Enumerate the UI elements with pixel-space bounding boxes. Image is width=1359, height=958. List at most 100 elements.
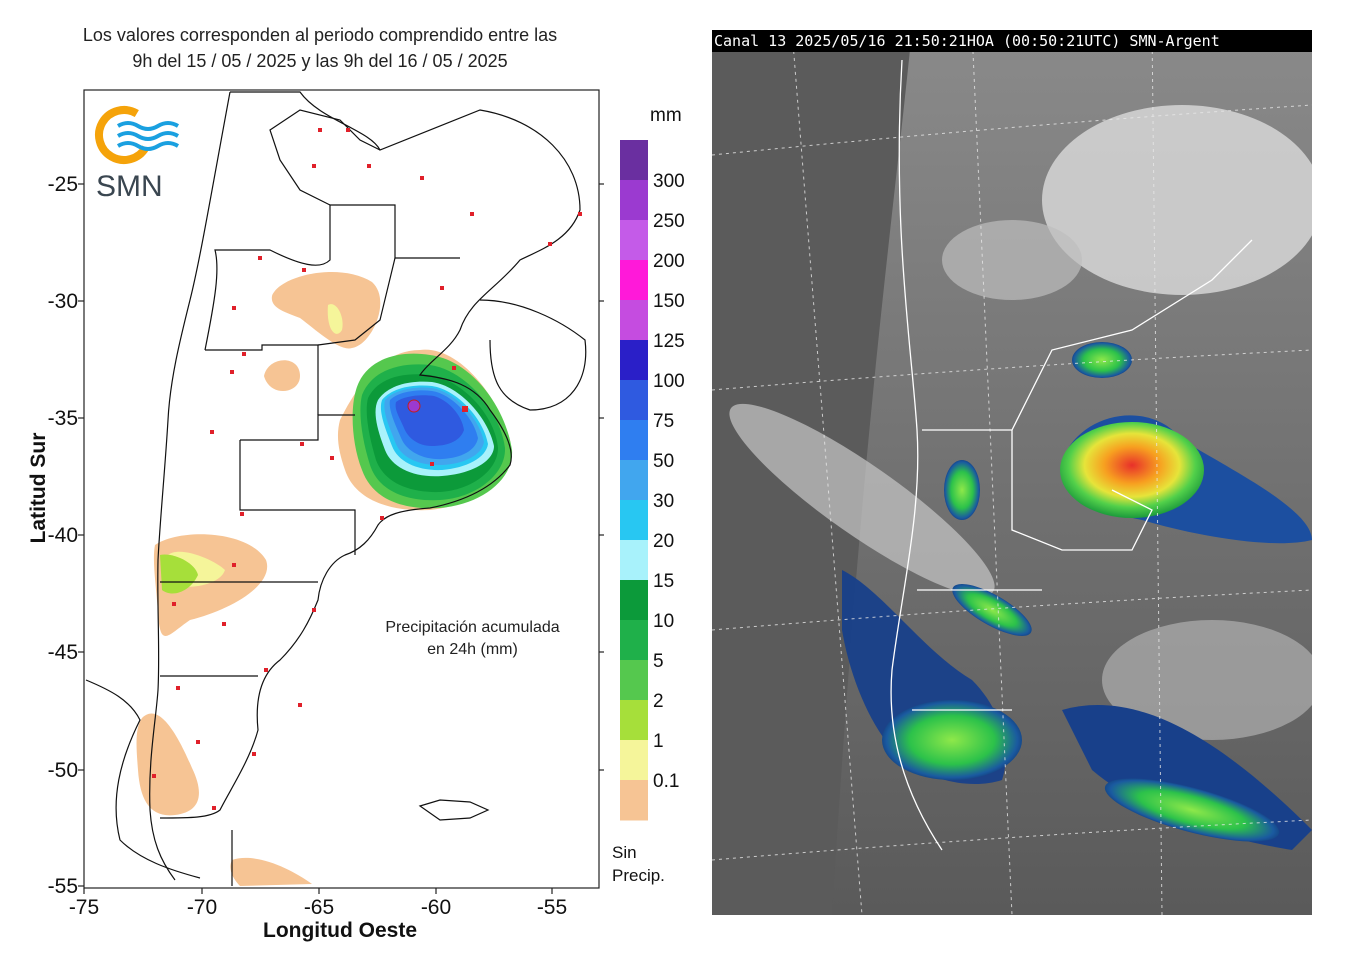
x-tick-label: -70 (187, 896, 217, 919)
legend-swatch (620, 220, 648, 261)
legend-swatch (620, 700, 648, 741)
x-tick-label: -75 (69, 896, 99, 919)
y-tick-label: -40 (48, 524, 78, 547)
legend-swatch (620, 660, 648, 701)
legend-swatch (620, 540, 648, 581)
province-border-1 (239, 440, 356, 555)
precip-fields (136, 272, 513, 886)
y-tick-label: -35 (48, 407, 78, 430)
legend-label: 1 (653, 731, 664, 752)
argentina-outline (159, 91, 581, 819)
legend-label: 30 (653, 491, 674, 512)
logo-text: SMN (96, 170, 163, 203)
map-header: Los valores corresponden al periodo comp… (60, 22, 580, 74)
legend-swatch (620, 340, 648, 381)
y-tick-label: -25 (48, 173, 78, 196)
precip-area-cordoba-salmon (271, 272, 381, 349)
precip-legend: mm 3002502001501251007550302015105210.1 … (612, 105, 685, 885)
sat-cloud-north (1042, 105, 1312, 295)
legend-swatch (620, 740, 648, 781)
x-axis-title: Longitud Oeste (263, 919, 417, 942)
legend-label: 50 (653, 451, 674, 472)
caption-line-1: Precipitación acumulada (385, 619, 560, 636)
x-tick-label: -55 (537, 896, 567, 919)
political-borders (85, 91, 587, 886)
caption-line-2: en 24h (mm) (427, 641, 518, 658)
legend-label: 300 (653, 171, 685, 192)
sat-small-core (944, 460, 980, 520)
legend-swatch (620, 620, 648, 661)
legend-label: 10 (653, 611, 674, 632)
province-border-6 (204, 204, 460, 351)
legend-swatch (620, 460, 648, 501)
satellite-status-bar: Canal 13 2025/05/16 21:50:21HOA (00:50:2… (712, 30, 1312, 52)
legend-swatch (620, 140, 648, 181)
legend-label: 250 (653, 211, 685, 232)
legend-swatch (620, 780, 648, 821)
sat-graticule (712, 30, 1312, 915)
legend-swatch (620, 180, 648, 221)
x-tick-labels: -75 -70 -65 -60 -55 (69, 896, 567, 919)
sat-cloud-2 (942, 220, 1082, 300)
chile-coast (85, 679, 201, 879)
legend-label: 75 (653, 411, 674, 432)
sat-mid-core (952, 584, 1032, 636)
y-axis-title: Latitud Sur (27, 433, 50, 544)
legend-label: 100 (653, 371, 685, 392)
province-border-5 (205, 344, 319, 415)
logo-wave-1 (116, 121, 180, 131)
y-tick-label: -30 (48, 290, 78, 313)
andes-border (149, 91, 231, 881)
header-line-1: Los valores corresponden al periodo comp… (82, 25, 558, 45)
smn-logo: SMN (95, 106, 180, 203)
station-markers (152, 128, 582, 810)
sat-storm-core (1060, 422, 1204, 518)
logo-wave-2 (116, 131, 180, 141)
legend-label: 125 (653, 331, 685, 352)
sat-cloud-band (729, 403, 995, 597)
province-border-4 (240, 414, 355, 441)
y-tick-label: -45 (48, 641, 78, 664)
legend-swatch (620, 260, 648, 301)
sat-south-core (1104, 778, 1280, 842)
precipitation-map: SMN -75 -70 -65 -60 -55 -25 -30 -35 -40 … (27, 89, 685, 942)
y-tick-label: -55 (48, 875, 78, 898)
legend-label: 0.1 (653, 771, 679, 792)
legend-swatch (620, 500, 648, 541)
sat-cloud-3 (1102, 620, 1312, 740)
precip-max-marker (407, 399, 421, 413)
logo-wave-3 (116, 141, 180, 151)
province-border-8 (269, 109, 381, 206)
x-tick-label: -65 (304, 896, 334, 919)
sat-convection-small (1072, 342, 1132, 378)
legend-labels: 300 250 200 150 125 100 75 50 30 20 15 10 5 2 1 0.1 (653, 171, 685, 792)
header-line-2: 9h del 15 / 05 / 2025 y las 9h del 16 / … (132, 51, 508, 71)
satellite-status-text: Canal 13 2025/05/16 21:50:21HOA (00:50:2… (714, 32, 1220, 50)
legend-label: 200 (653, 251, 685, 272)
legend-no-precip-line2: Precip. (612, 866, 665, 885)
x-tick-label: -60 (421, 896, 451, 919)
legend-label: 20 (653, 531, 674, 552)
satellite-image (712, 30, 1312, 915)
map-caption: Precipitación acumulada en 24h (mm) (365, 617, 580, 661)
legend-label: 150 (653, 291, 685, 312)
axis-ticks (78, 183, 604, 894)
sat-patagonia-core (882, 700, 1022, 780)
legend-swatches (620, 140, 648, 821)
province-border-7 (317, 257, 396, 346)
precip-area-tdf-salmon (230, 857, 312, 886)
legend-label: 2 (653, 691, 664, 712)
legend-swatch (620, 580, 648, 621)
legend-swatch (620, 300, 648, 341)
sat-borders (890, 59, 1253, 851)
legend-unit: mm (650, 105, 682, 126)
legend-swatch (620, 380, 648, 421)
legend-label: 5 (653, 651, 664, 672)
satellite-svg (712, 30, 1312, 915)
precip-area-lightgreen (160, 554, 198, 594)
y-tick-labels: -25 -30 -35 -40 -45 -50 -55 (48, 173, 78, 898)
uruguay-outline (479, 299, 587, 411)
y-tick-label: -50 (48, 759, 78, 782)
legend-no-precip-line1: Sin (612, 843, 637, 862)
precip-area-santacruz-salmon (136, 713, 199, 816)
